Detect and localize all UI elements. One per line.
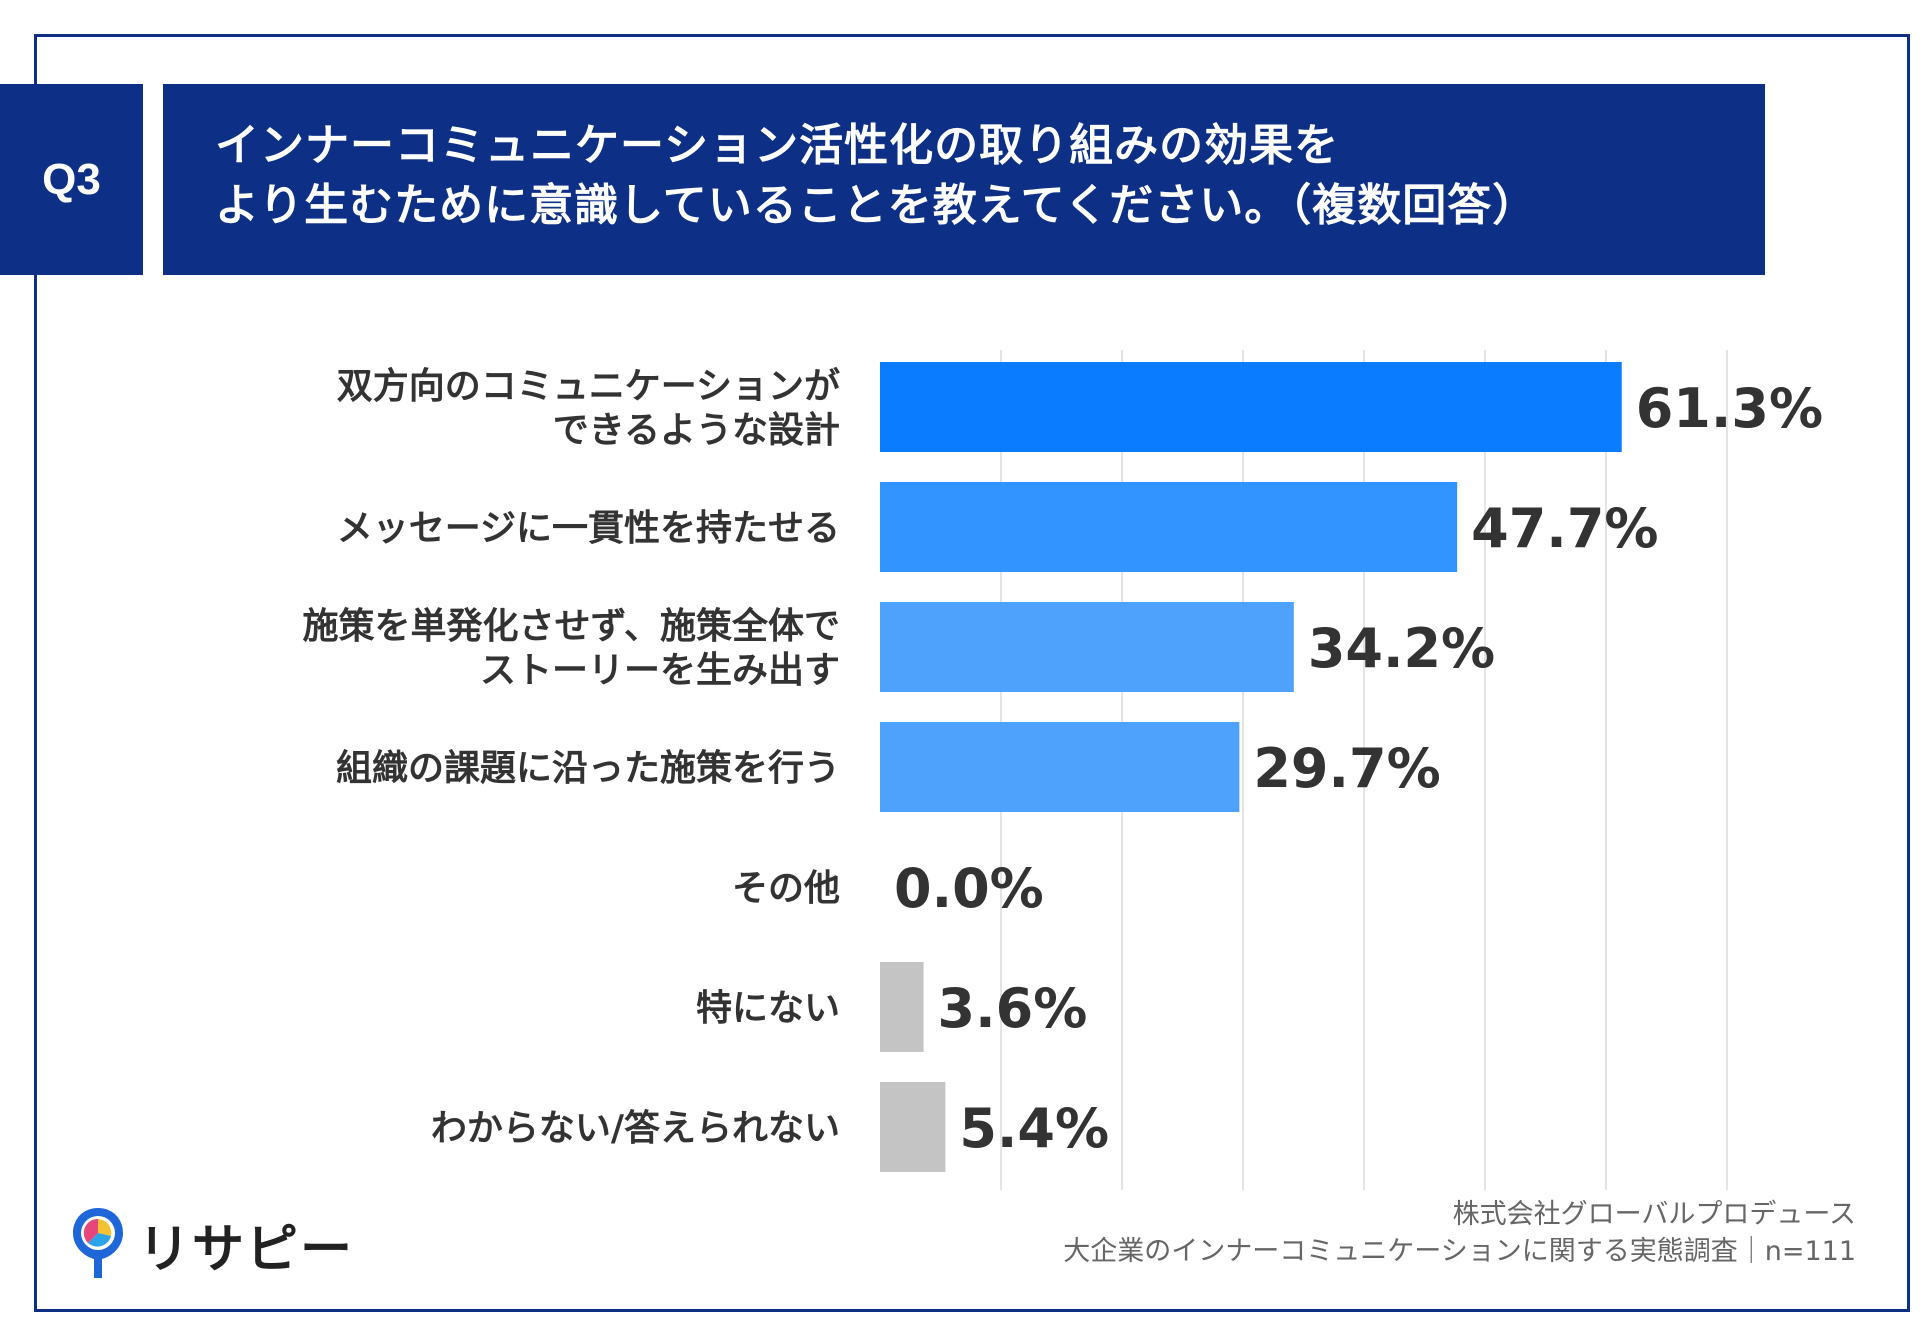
value-label: 3.6% xyxy=(938,977,1088,1040)
category-label: 施策を単発化させず、施策全体でストーリーを生み出す xyxy=(303,605,840,691)
brand-logo-text: リサピー xyxy=(138,1219,355,1280)
category-label: 特にない xyxy=(696,988,840,1029)
category-label: 組織の課題に沿った施策を行う xyxy=(336,748,840,789)
pin-logo-icon xyxy=(73,1208,123,1278)
brand-logo: リサピー xyxy=(70,1206,354,1282)
question-title-line-2: より生むために意識していることを教えてください。（複数回答） xyxy=(215,180,1538,231)
question-number: Q3 xyxy=(42,154,101,204)
bar xyxy=(880,962,924,1052)
value-label: 47.7% xyxy=(1471,497,1658,560)
value-label: 61.3% xyxy=(1636,377,1823,440)
bar xyxy=(880,362,1622,452)
source-company: 株式会社グローバルプロデュース xyxy=(1452,1199,1856,1230)
question-number-badge: Q3 xyxy=(0,84,143,275)
bar xyxy=(880,1082,946,1172)
bar xyxy=(880,602,1294,692)
source-survey: 大企業のインナーコミュニケーションに関する実態調査｜n=111 xyxy=(1063,1236,1856,1267)
category-label: 双方向のコミュニケーションができるような設計 xyxy=(337,366,840,451)
value-label: 34.2% xyxy=(1308,617,1495,680)
question-title-line-1: インナーコミュニケーション活性化の取り組みの効果を xyxy=(215,120,1340,171)
category-label: その他 xyxy=(732,868,840,909)
category-label: わからない/答えられない xyxy=(431,1108,840,1149)
value-label: 29.7% xyxy=(1253,737,1440,800)
source-note: 株式会社グローバルプロデュース 大企業のインナーコミュニケーションに関する実態調… xyxy=(1063,1196,1856,1270)
question-title-box: インナーコミュニケーション活性化の取り組みの効果を より生むために意識しているこ… xyxy=(163,84,1765,275)
value-label: 5.4% xyxy=(959,1097,1109,1160)
bar xyxy=(880,482,1458,572)
bar xyxy=(880,722,1240,812)
chart-frame xyxy=(34,34,1910,1312)
value-label: 0.0% xyxy=(894,857,1044,920)
category-label: メッセージに一貫性を持たせる xyxy=(337,508,840,549)
